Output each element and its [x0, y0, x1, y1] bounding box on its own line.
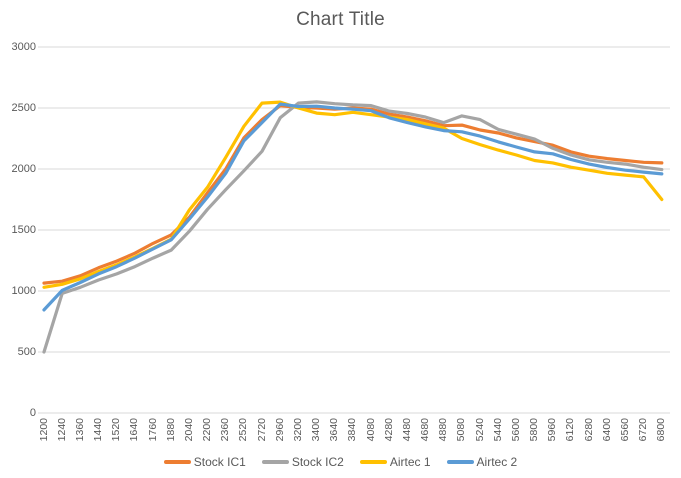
legend-line-swatch — [446, 460, 474, 464]
x-axis-label: 6720 — [637, 418, 650, 442]
y-axis: 0 500 1000 1500 2000 2500 3000 — [0, 0, 36, 478]
x-axis-label: 1760 — [146, 418, 159, 442]
x-axis-label: 2040 — [182, 418, 195, 442]
x-axis-label: 4480 — [400, 418, 413, 442]
x-axis-label: 3840 — [346, 418, 359, 442]
x-axis-label: 5240 — [473, 418, 486, 442]
x-axis-label: 6560 — [618, 418, 631, 442]
y-axis-label: 2000 — [11, 162, 36, 175]
x-axis-label: 1880 — [164, 418, 177, 442]
x-axis-label: 1520 — [110, 418, 123, 442]
y-axis-label: 500 — [17, 345, 36, 358]
x-axis-label: 4880 — [437, 418, 450, 442]
x-axis-label: 5800 — [528, 418, 541, 442]
legend-label: Airtec 2 — [476, 455, 518, 469]
legend-item-airtec-2[interactable]: Airtec 2 — [446, 455, 518, 469]
x-axis-label: 4280 — [382, 418, 395, 442]
x-axis-label: 6400 — [600, 418, 613, 442]
legend-item-stock-ic2[interactable]: Stock IC2 — [261, 455, 344, 469]
legend: Stock IC1 Stock IC2 Airtec 1 Airtec 2 — [0, 455, 681, 469]
x-axis-label: 1360 — [73, 418, 86, 442]
x-axis-label: 3640 — [328, 418, 341, 442]
x-axis-label: 2360 — [219, 418, 232, 442]
x-axis-label: 1640 — [128, 418, 141, 442]
legend-line-swatch — [163, 460, 191, 464]
legend-label: Stock IC1 — [193, 455, 246, 469]
chart-title[interactable]: Chart Title — [296, 9, 385, 30]
legend-label: Stock IC2 — [291, 455, 344, 469]
series-line-stock-ic2[interactable] — [42, 100, 664, 354]
y-axis-label: 1000 — [11, 284, 36, 297]
x-axis-label: 6800 — [655, 418, 668, 442]
x-axis-label: 2200 — [201, 418, 214, 442]
x-axis-label: 5440 — [491, 418, 504, 442]
legend-label: Airtec 1 — [389, 455, 431, 469]
x-axis-label: 3200 — [291, 418, 304, 442]
x-axis-label: 4680 — [419, 418, 432, 442]
y-axis-label: 1500 — [11, 223, 36, 236]
x-axis-label: 2720 — [255, 418, 268, 442]
x-axis-label: 6280 — [582, 418, 595, 442]
legend-line-swatch — [261, 460, 289, 464]
x-axis-label: 1240 — [55, 418, 68, 442]
x-axis-label: 5600 — [509, 418, 522, 442]
legend-line-swatch — [359, 460, 387, 464]
y-axis-label: 0 — [29, 406, 36, 419]
y-axis-label: 2500 — [11, 101, 36, 114]
x-axis-label: 2960 — [273, 418, 286, 442]
x-axis-label: 6120 — [564, 418, 577, 442]
y-axis-label: 3000 — [11, 40, 36, 53]
x-axis-label: 3400 — [310, 418, 323, 442]
legend-item-airtec-1[interactable]: Airtec 1 — [359, 455, 431, 469]
legend-item-stock-ic1[interactable]: Stock IC1 — [163, 455, 246, 469]
x-axis-label: 1200 — [37, 418, 50, 442]
x-axis-label: 5960 — [546, 418, 559, 442]
x-axis-label: 4080 — [364, 418, 377, 442]
x-axis-label: 2520 — [237, 418, 250, 442]
x-axis-label: 1440 — [92, 418, 104, 442]
x-axis-label: 5080 — [455, 418, 468, 442]
series-line-airtec-2[interactable] — [42, 102, 664, 312]
